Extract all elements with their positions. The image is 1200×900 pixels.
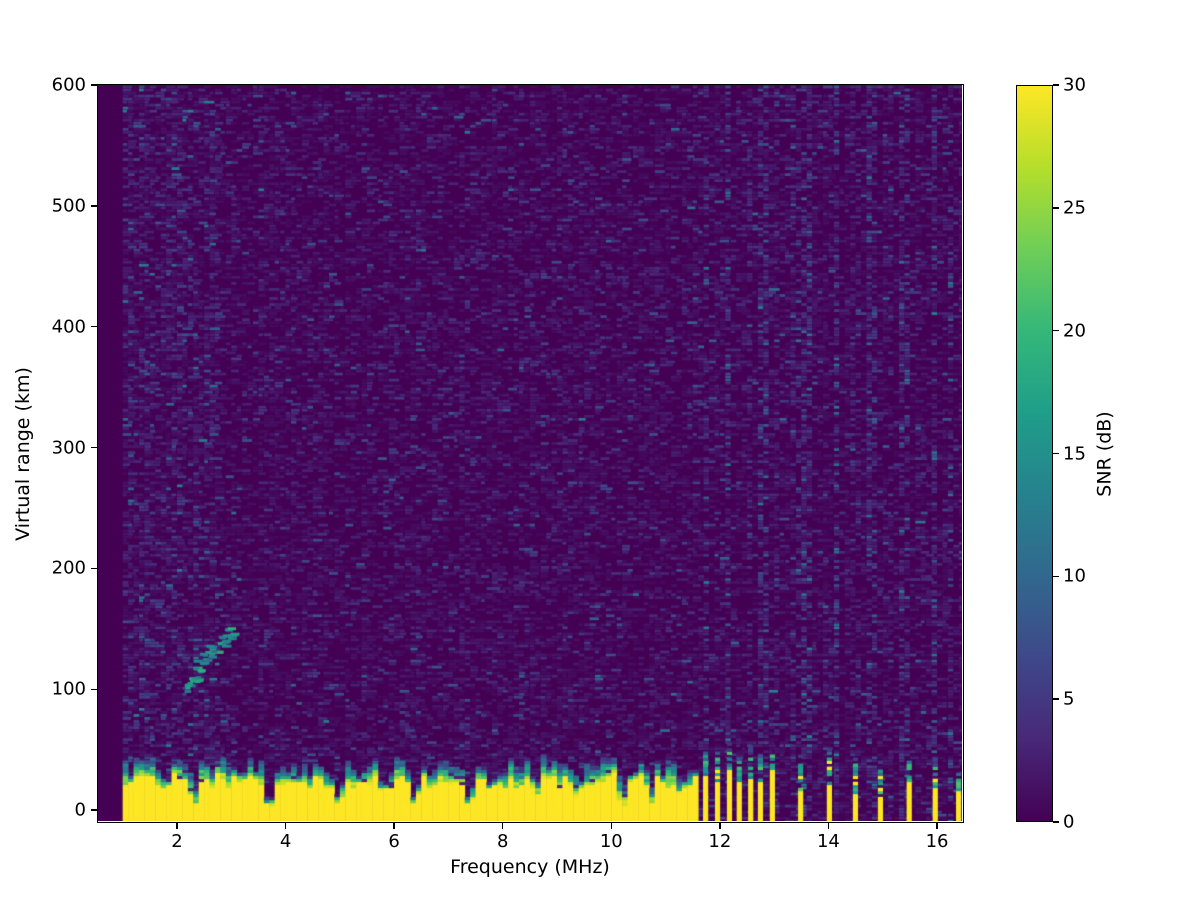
x-tick — [827, 822, 830, 829]
colorbar-tick-label: 15 — [1063, 443, 1086, 464]
colorbar-tick-label: 20 — [1063, 320, 1086, 342]
y-tick-label: 100 — [51, 678, 86, 700]
colorbar-tick-label: 25 — [1063, 197, 1086, 219]
colorbar-tick-label: 10 — [1063, 565, 1086, 587]
x-tick — [936, 822, 938, 829]
x-tick-label: 14 — [816, 831, 840, 852]
y-tick — [90, 446, 97, 449]
y-tick — [90, 688, 97, 690]
y-tick-label: 0 — [74, 799, 86, 821]
x-tick-label: 2 — [171, 831, 183, 852]
colorbar-tick — [1053, 575, 1059, 578]
colorbar-tick-label: 5 — [1063, 688, 1075, 710]
x-tick — [719, 822, 721, 829]
colorbar-tick — [1053, 207, 1059, 209]
x-tick — [610, 822, 612, 829]
y-tick-label: 400 — [51, 316, 86, 338]
y-tick-label: 200 — [51, 557, 86, 579]
y-tick — [90, 326, 97, 328]
x-tick-label: 8 — [496, 831, 509, 852]
colorbar-tick-label: 30 — [1063, 74, 1086, 96]
y-tick-label: 500 — [51, 195, 86, 217]
y-tick — [90, 809, 97, 811]
x-tick — [393, 822, 395, 829]
x-tick — [502, 822, 504, 829]
y-tick — [90, 84, 97, 86]
colorbar-label: SNR (dB) — [1094, 410, 1116, 497]
colorbar-tick — [1053, 329, 1059, 332]
y-tick-label: 600 — [51, 74, 86, 96]
colorbar — [1016, 85, 1053, 822]
x-tick-label: 4 — [279, 831, 292, 852]
x-tick-label: 10 — [599, 831, 623, 852]
colorbar-tick — [1053, 698, 1059, 700]
y-tick — [90, 205, 97, 207]
colorbar-tick — [1053, 821, 1059, 823]
x-axis-label: Frequency (MHz) — [450, 856, 610, 878]
y-axis-label: Virtual range (km) — [12, 366, 34, 541]
colorbar-tick — [1053, 452, 1059, 455]
y-tick-label: 300 — [51, 437, 86, 459]
x-tick-label: 6 — [388, 831, 400, 852]
x-tick-label: 16 — [925, 831, 949, 852]
ionogram-heatmap-canvas — [98, 85, 962, 821]
x-tick — [284, 822, 287, 829]
colorbar-tick — [1053, 84, 1059, 86]
y-tick — [90, 567, 97, 570]
colorbar-tick-label: 0 — [1063, 811, 1075, 833]
x-tick — [176, 822, 178, 829]
x-tick-label: 12 — [708, 831, 732, 852]
plot-area-border — [96, 83, 964, 823]
